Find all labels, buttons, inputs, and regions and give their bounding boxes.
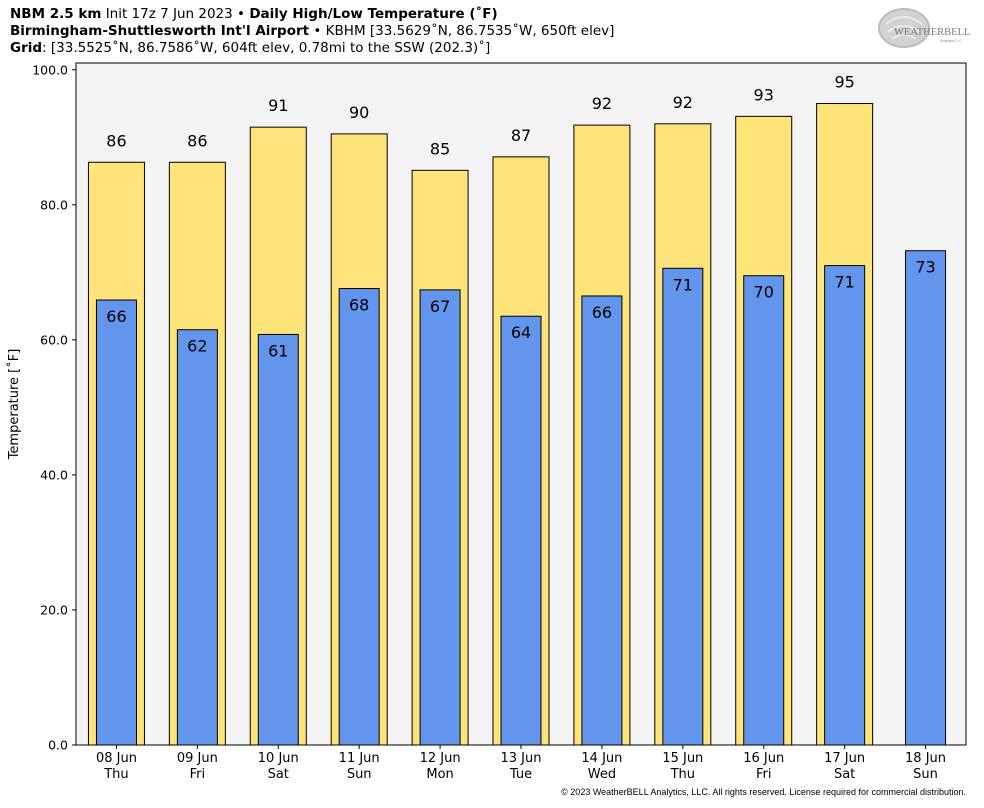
bar-labels: 86 66 86 62 91 61 90 68 85 67 87 64 92 66 92 71 93 70 95 71…: [106, 73, 935, 361]
x-tick-day: Sun: [913, 767, 938, 782]
low-temp-label: 73: [915, 258, 935, 277]
logo-subtext: Analytics LLC: [940, 39, 962, 43]
x-tick-date: 10 Jun: [258, 751, 299, 766]
x-tick-date: 18 Jun: [905, 751, 946, 766]
x-tick-day: Sat: [268, 767, 289, 782]
low-temp-bar: [176, 329, 218, 746]
chart-title-line: NBM 2.5 km Init 17z 7 Jun 2023 • Daily H…: [10, 6, 498, 23]
x-tick-date: 16 Jun: [743, 751, 784, 766]
high-temp-label: 93: [754, 85, 774, 104]
low-temp-label: 62: [187, 337, 207, 356]
copyright-notice: © 2023 WeatherBELL Analytics, LLC. All r…: [561, 787, 966, 797]
grid-label: Grid: [10, 40, 43, 56]
separator: •: [237, 6, 246, 22]
y-tick-label: 0.0: [48, 738, 68, 753]
x-tick-date: 08 Jun: [96, 751, 137, 766]
low-temp-bar: [338, 288, 380, 746]
x-tick-date: 11 Jun: [339, 751, 380, 766]
x-tick-date: 14 Jun: [581, 751, 622, 766]
low-temp-bar: [581, 295, 623, 746]
x-tick-date: 13 Jun: [501, 751, 542, 766]
low-temp-bar: [419, 289, 461, 746]
x-tick-day: Sat: [834, 767, 855, 782]
x-tick-date: 17 Jun: [824, 751, 865, 766]
x-tick-day: Fri: [190, 767, 206, 782]
high-temp-label: 92: [673, 93, 693, 112]
high-temp-label: 86: [106, 131, 126, 150]
x-tick-date: 15 Jun: [662, 751, 703, 766]
high-temp-label: 86: [187, 131, 207, 150]
low-temp-bar: [662, 267, 704, 746]
x-tick-day: Tue: [509, 767, 532, 782]
low-temp-label: 68: [349, 296, 369, 315]
x-tick-date: 09 Jun: [177, 751, 218, 766]
low-temp-bar: [743, 275, 785, 746]
low-temp-bar: [905, 250, 947, 746]
product-name: Daily High/Low Temperature (˚F): [249, 6, 498, 22]
station-info: KBHM [33.5629˚N, 86.7535˚W, 650ft elev]: [325, 23, 615, 39]
bars: [87, 103, 947, 746]
y-tick-label: 40.0: [40, 467, 68, 482]
low-temp-bar: [824, 265, 866, 746]
x-tick-day: Fri: [756, 767, 772, 782]
station-name: Birmingham-Shuttlesworth Int'l Airport: [10, 23, 310, 39]
low-temp-label: 70: [754, 283, 774, 302]
high-temp-label: 90: [349, 103, 369, 122]
x-tick-day: Wed: [588, 767, 616, 782]
separator: •: [313, 23, 322, 39]
x-tick-day: Sun: [347, 767, 372, 782]
y-tick-label: 100.0: [32, 62, 68, 77]
grid-info: : [33.5525˚N, 86.7586˚W, 604ft elev, 0.7…: [42, 40, 491, 56]
logo-text: WEATHERBELL: [894, 27, 970, 38]
low-temp-label: 71: [834, 273, 854, 292]
station-line: Birmingham-Shuttlesworth Int'l Airport •…: [10, 23, 614, 40]
low-temp-bar: [500, 315, 542, 746]
low-temp-label: 66: [592, 303, 612, 322]
x-tick-day: Mon: [426, 767, 453, 782]
high-temp-label: 91: [268, 96, 288, 115]
low-temp-label: 66: [106, 307, 126, 326]
y-axis-label: Temperature [˚F]: [6, 349, 22, 461]
y-tick-label: 80.0: [40, 197, 68, 212]
grid-line: Grid: [33.5525˚N, 86.7586˚W, 604ft elev,…: [10, 40, 490, 57]
x-tick-day: Thu: [670, 767, 695, 782]
weatherbell-logo: WEATHERBELL Analytics LLC: [878, 8, 970, 48]
low-temp-bar: [95, 299, 137, 746]
y-axis: 0.0 20.0 40.0 60.0 80.0 100.0: [32, 62, 76, 753]
low-temp-label: 61: [268, 341, 288, 360]
high-temp-label: 92: [592, 94, 612, 113]
high-temp-label: 87: [511, 126, 531, 145]
low-temp-label: 67: [430, 297, 450, 316]
high-temp-label: 85: [430, 139, 450, 158]
low-temp-label: 64: [511, 323, 531, 342]
y-tick-label: 20.0: [40, 602, 68, 617]
high-temp-label: 95: [834, 73, 854, 92]
low-temp-bar: [257, 333, 299, 746]
y-tick-label: 60.0: [40, 332, 68, 347]
low-temp-label: 71: [673, 275, 693, 294]
model-name: NBM 2.5 km: [10, 6, 102, 22]
x-tick-day: Thu: [103, 767, 128, 782]
x-tick-date: 12 Jun: [420, 751, 461, 766]
init-time: Init 17z 7 Jun 2023: [105, 6, 233, 22]
